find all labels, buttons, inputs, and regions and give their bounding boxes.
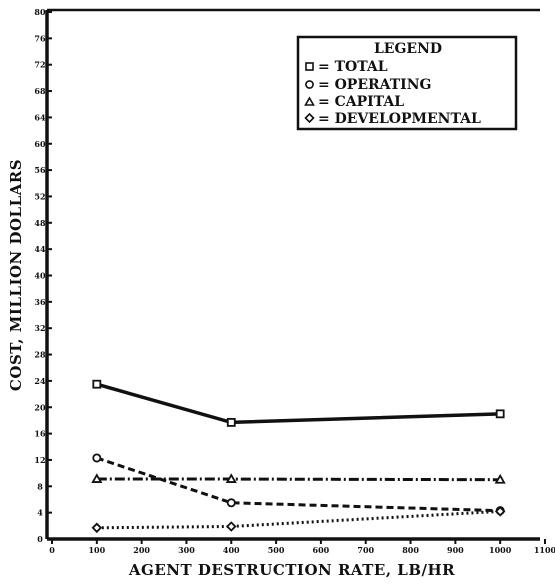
x-ticks: 0 100 200 300 400 500 600 700 800 900 1000 1100 — [49, 539, 555, 555]
series-operating — [92, 453, 505, 516]
series-line-developmental — [96, 509, 501, 530]
legend-marker-operating — [305, 80, 314, 89]
x-tick-label: 200 — [133, 545, 150, 555]
y-axis-title: COST, MILLION DOLLARS — [7, 159, 25, 391]
series-capital — [91, 473, 506, 484]
y-tick-label: 64 — [34, 112, 46, 122]
legend-marker-capital — [304, 96, 315, 106]
y-tick-label: 24 — [34, 376, 46, 386]
x-tick-label: 0 — [49, 545, 55, 555]
legend-marker-developmental — [304, 112, 315, 124]
y-tick-label: 0 — [37, 534, 43, 544]
x-tick-label: 800 — [402, 545, 419, 555]
legend-entry-developmental: = DEVELOPMENTAL — [318, 111, 481, 127]
y-tick-label: 8 — [37, 481, 43, 491]
y-tick-label: 52 — [34, 191, 45, 201]
x-tick-label: 1000 — [489, 545, 512, 555]
x-axis-title: AGENT DESTRUCTION RATE, LB/HR — [128, 561, 455, 579]
y-tick-label: 36 — [34, 297, 46, 307]
legend-entry-operating: = OPERATING — [318, 77, 431, 93]
x-tick-label: 500 — [268, 545, 285, 555]
legend-marker-total — [305, 62, 314, 71]
series-developmental — [91, 506, 506, 534]
data-point-total — [495, 409, 505, 419]
y-tick-label: 60 — [34, 139, 46, 149]
y-tick-label: 40 — [34, 271, 46, 281]
x-tick-label: 700 — [357, 545, 374, 555]
series-layer — [91, 379, 506, 534]
legend-entry-capital: = CAPITAL — [318, 94, 404, 110]
y-tick-label: 32 — [34, 323, 45, 333]
series-line-capital — [96, 477, 501, 482]
y-tick-label: 48 — [34, 218, 46, 228]
y-tick-label: 72 — [34, 60, 45, 70]
data-point-capital — [494, 473, 506, 484]
y-tick-label: 12 — [34, 455, 45, 465]
y-tick-label: 80 — [34, 7, 46, 17]
x-tick-label: 600 — [313, 545, 330, 555]
data-point-operating — [92, 453, 102, 463]
legend-title: LEGEND — [374, 41, 442, 57]
series-line-total — [96, 382, 501, 425]
data-point-capital — [225, 473, 237, 483]
data-point-operating — [226, 498, 236, 508]
series-total — [92, 379, 505, 427]
legend-box — [296, 35, 518, 131]
data-point-capital — [91, 473, 103, 483]
y-tick-label: 44 — [34, 244, 46, 254]
y-tick-label: 4 — [37, 508, 43, 518]
series-line-operating — [96, 456, 501, 513]
x-tick-label: 1100 — [534, 545, 555, 555]
data-point-developmental — [91, 522, 103, 534]
y-tick-label: 16 — [34, 429, 46, 439]
data-point-total — [92, 379, 102, 389]
data-point-total — [226, 418, 236, 427]
x-tick-label: 300 — [178, 545, 195, 555]
data-point-developmental — [225, 521, 237, 532]
y-tick-label: 28 — [34, 350, 46, 360]
y-tick-label: 56 — [34, 165, 46, 175]
legend-entry-total: = TOTAL — [318, 59, 388, 75]
x-tick-label: 400 — [223, 545, 240, 555]
x-tick-label: 900 — [447, 545, 464, 555]
legend: LEGEND = TOTAL = OPERATING = CAPITAL = D… — [296, 35, 518, 131]
data-point-developmental — [494, 506, 506, 517]
x-tick-label: 100 — [88, 545, 105, 555]
y-tick-label: 76 — [34, 33, 46, 43]
y-tick-label: 68 — [34, 86, 46, 96]
y-tick-label: 20 — [34, 402, 46, 412]
